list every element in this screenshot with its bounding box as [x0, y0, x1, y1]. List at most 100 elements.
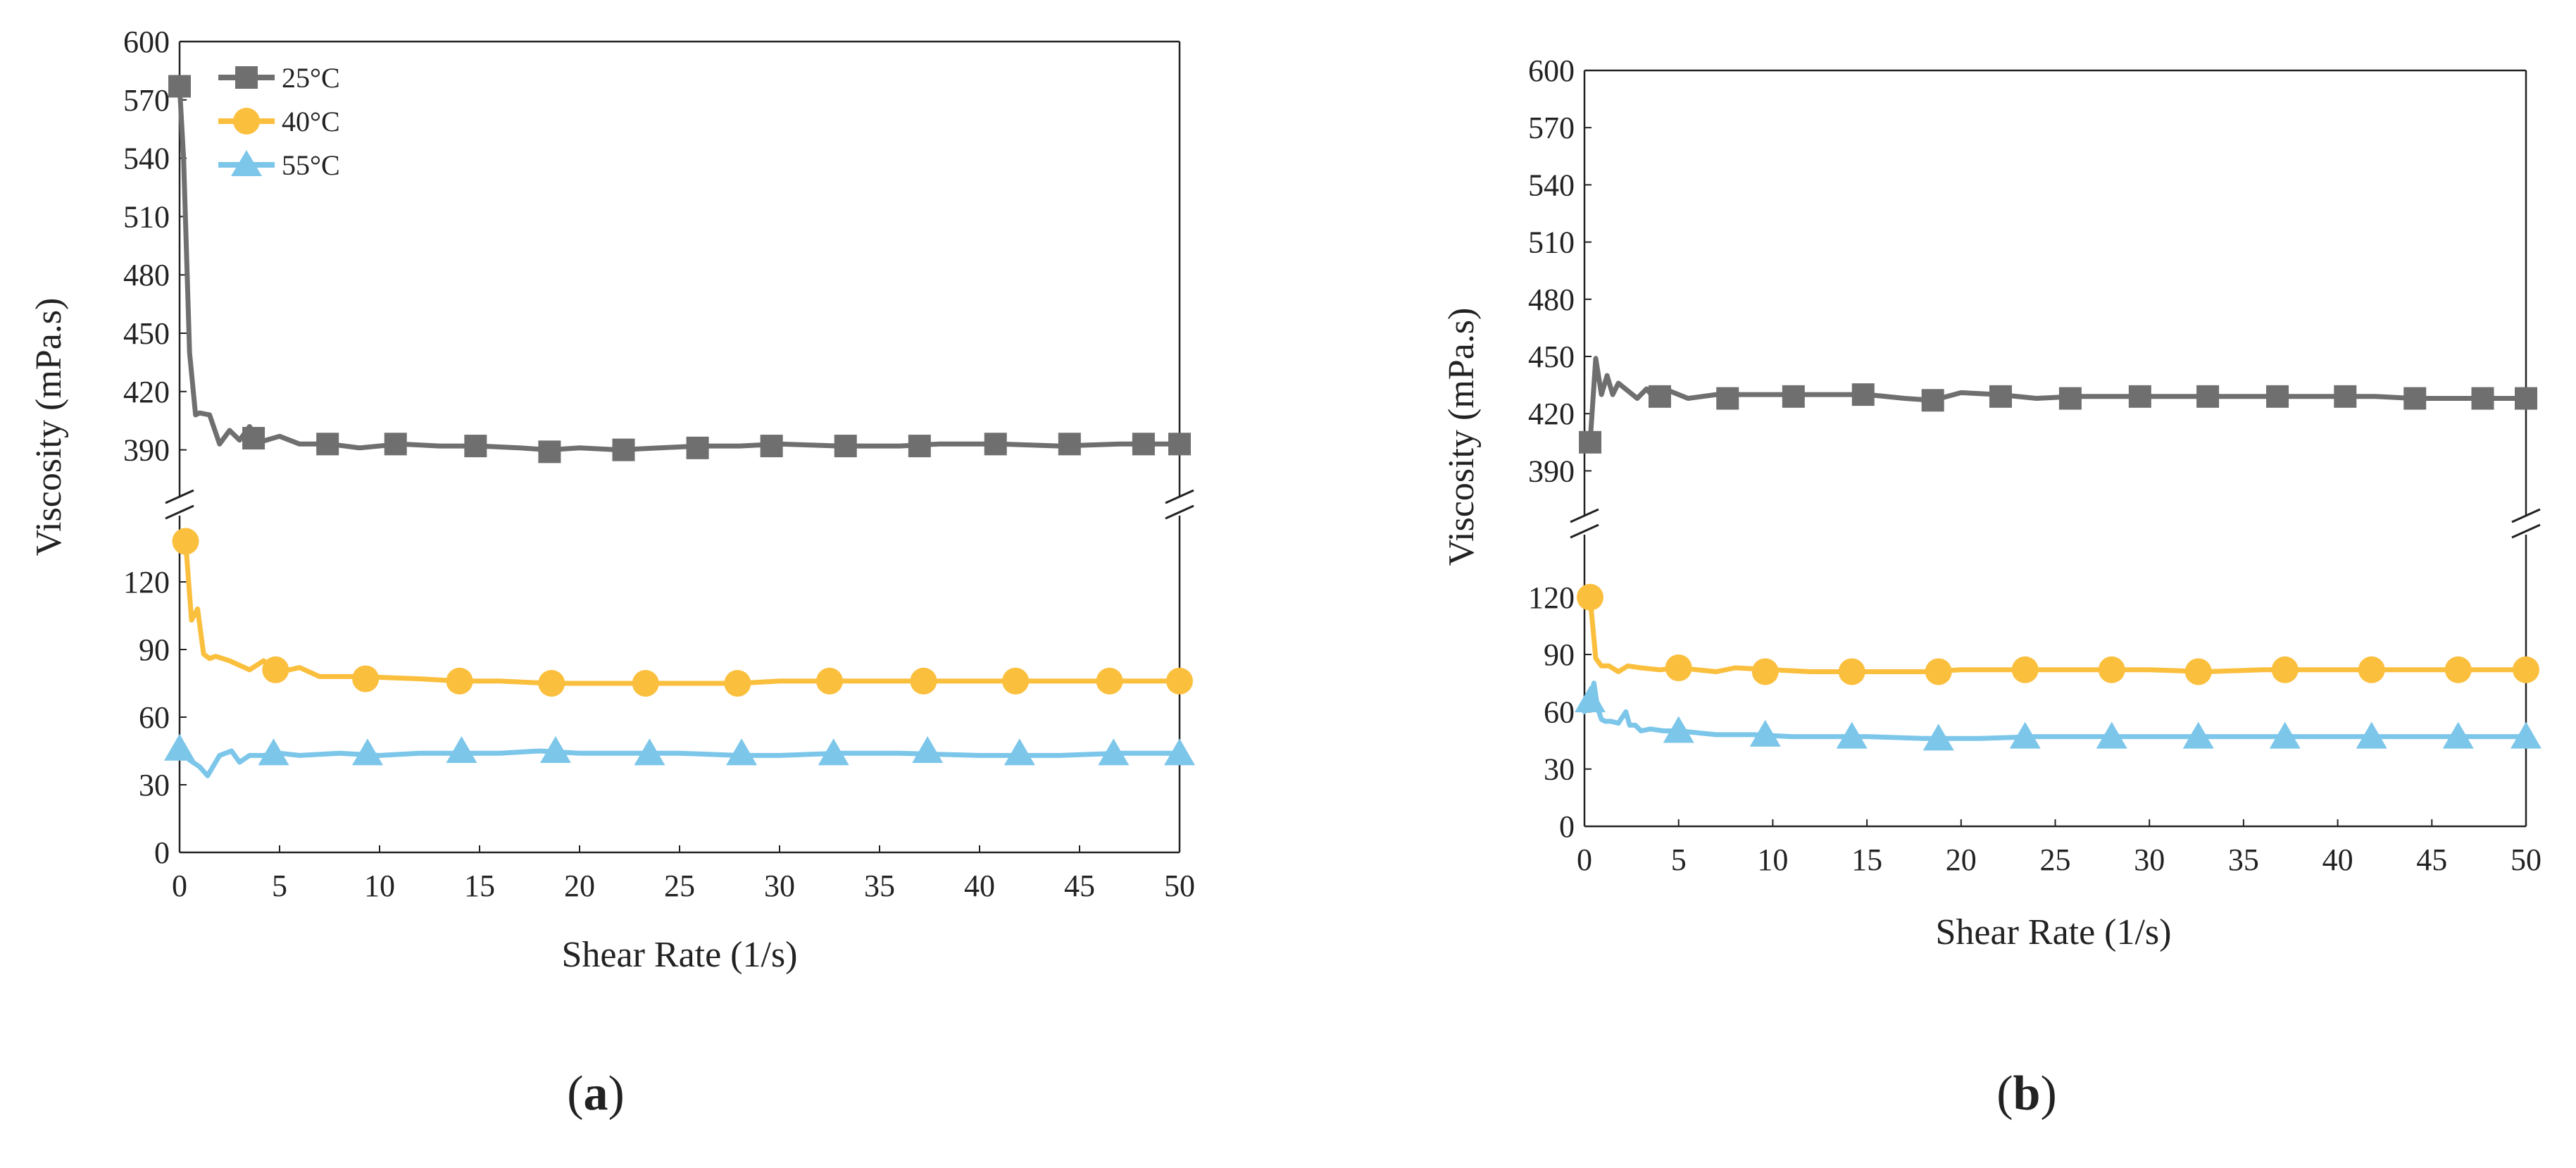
panel-a-line-55c	[177, 746, 1182, 778]
panel-b-point-40c-11	[2513, 656, 2539, 683]
panel-b-point-55c-0	[1575, 685, 1606, 713]
panel-b-point-55c-7	[2182, 721, 2214, 749]
panel-a-point-25c-2	[316, 433, 339, 456]
panel-b-point-25c-11	[2334, 385, 2357, 408]
panel-a-point-55c-3	[446, 736, 477, 763]
panel-b-point-55c-11	[2511, 721, 2541, 749]
panel-b-point-40c-8	[2271, 656, 2299, 683]
panel-a-ytick-label-upper-540: 540	[123, 142, 170, 176]
panel-b-point-55c-6	[2096, 721, 2127, 749]
panel-a-point-40c-2	[352, 665, 380, 692]
panel-b-point-25c-12	[2403, 387, 2427, 410]
panel-a-point-40c-5	[632, 670, 659, 697]
panel-b-xtick-label-10: 10	[1757, 843, 1788, 877]
panel-a-point-25c-13	[1132, 433, 1155, 456]
panel-b-ytick-label-lower-90: 90	[1544, 638, 1575, 672]
panel-a-point-40c-1	[262, 656, 289, 683]
panel-b-point-40c-6	[2098, 656, 2125, 683]
panel-a-ytick-label-upper-570: 570	[123, 83, 170, 118]
panel-b-series-55c	[1575, 681, 2541, 751]
panel-b-xtick-label-25: 25	[2040, 843, 2071, 877]
panel-a-point-55c-7	[818, 738, 849, 766]
panel-b-point-25c-3	[1782, 385, 1805, 408]
panel-a-xtick-label-0: 0	[172, 869, 187, 903]
panel-b-ytick-label-upper-540: 540	[1528, 168, 1575, 202]
panel-a-ytick-label-upper-390: 390	[123, 433, 170, 468]
panel-b-break-mark-right-2	[2511, 523, 2541, 539]
panel-b-xtick-label-5: 5	[1671, 843, 1687, 877]
panel-a-point-40c-9	[1002, 667, 1030, 695]
panel-a-ytick-label-upper-600: 600	[123, 25, 170, 59]
panel-a-point-25c-0	[168, 75, 191, 98]
panel-a-point-25c-8	[760, 435, 783, 458]
panel-b-point-25c-6	[1989, 385, 2012, 408]
panel-b-point-25c-2	[1716, 387, 1739, 410]
panel-b-ytick-label-lower-30: 30	[1544, 752, 1575, 787]
panel-b-point-40c-3	[1838, 658, 1865, 685]
panel-b-point-25c-7	[2058, 387, 2082, 410]
panel-b-point-55c-3	[1836, 721, 1868, 749]
panel-b-series-25c	[1579, 356, 2537, 454]
panel-b-label: (b)	[1996, 1067, 2057, 1121]
panel-b-line-25c	[1587, 356, 2529, 445]
panel-b-point-55c-5	[2009, 721, 2041, 749]
panel-b-point-40c-10	[2444, 656, 2472, 683]
panel-b-xtick-label-40: 40	[2322, 843, 2353, 877]
legend-55c: 55°C	[218, 149, 340, 181]
panel-a-point-25c-6	[612, 438, 635, 461]
panel-b-line-55c	[1582, 681, 2529, 741]
panel-a-xtick-label-25: 25	[664, 869, 695, 903]
panel-b-point-25c-5	[1921, 389, 1944, 412]
panel-a-series-40c	[172, 528, 1193, 697]
panel-b-break-mark-left-2	[1570, 523, 1599, 539]
panel-a-xtick-label-20: 20	[564, 869, 595, 903]
panel-a-point-55c-1	[258, 738, 289, 766]
panel-a-break-mark-left-2	[165, 504, 194, 520]
panel-a-point-40c-4	[538, 670, 565, 697]
panel-b-ytick-label-upper-450: 450	[1528, 340, 1575, 374]
panel-b-point-25c-13	[2471, 387, 2494, 410]
panel-b-point-40c-0	[1577, 583, 1604, 611]
panel-b-ytick-label-upper-420: 420	[1528, 397, 1575, 431]
panel-b-line-40c	[1587, 595, 2529, 674]
panel-a-point-25c-5	[538, 440, 561, 464]
legend-40c-label: 40°C	[282, 106, 340, 137]
panel-b-xtick-label-45: 45	[2416, 843, 2447, 877]
panel-a-break-mark-right-2	[1165, 504, 1194, 520]
panel-a-line-40c	[183, 538, 1182, 686]
panel-a-ytick-label-lower-120: 120	[123, 565, 170, 599]
panel-a-point-55c-5	[634, 738, 665, 766]
panel-a-ytick-label-upper-450: 450	[123, 316, 170, 351]
panel-a-legend: 25°C 40°C 55°C	[218, 62, 340, 181]
panel-a-label: (a)	[567, 1067, 625, 1121]
panel-a-point-55c-6	[726, 738, 758, 766]
panel-b-point-40c-9	[2358, 656, 2385, 683]
panel-b-point-55c-8	[2269, 721, 2301, 749]
panel-b-xlabel: Shear Rate (1/s)	[1935, 912, 2171, 952]
panel-a-point-40c-0	[172, 528, 199, 555]
legend-25c-marker	[235, 66, 258, 89]
panel-a-point-55c-9	[1003, 738, 1035, 766]
panel-a-point-55c-10	[1098, 738, 1130, 766]
panel-a-point-25c-1	[242, 427, 265, 450]
panel-a-line-25c	[177, 84, 1182, 453]
panel-b-xtick-label-0: 0	[1577, 843, 1592, 877]
panel-b-ytick-label-upper-480: 480	[1528, 282, 1575, 317]
panel-a-point-40c-10	[1096, 667, 1123, 695]
panel-a-ytick-label-upper-510: 510	[123, 199, 170, 234]
panel-b-xtick-label-35: 35	[2228, 843, 2259, 877]
panel-b-xtick-label-20: 20	[1946, 843, 1977, 877]
panel-a-xtick-label-10: 10	[364, 869, 395, 903]
panel-a-xtick-label-30: 30	[764, 869, 795, 903]
panel-a-point-55c-4	[539, 736, 571, 763]
panel-b-xtick-label-50: 50	[2511, 843, 2541, 877]
panel-b-ytick-label-lower-60: 60	[1544, 695, 1575, 729]
legend-25c-label: 25°C	[282, 62, 340, 94]
panel-b-point-25c-1	[1648, 385, 1671, 408]
panel-a-point-40c-6	[724, 670, 751, 697]
panel-b-point-40c-7	[2184, 658, 2212, 685]
panel-b-ytick-label-upper-390: 390	[1528, 454, 1575, 488]
panel-a-xtick-label-45: 45	[1064, 869, 1095, 903]
panel-a-ytick-label-upper-480: 480	[123, 258, 170, 292]
panel-a-point-55c-11	[1164, 738, 1195, 766]
